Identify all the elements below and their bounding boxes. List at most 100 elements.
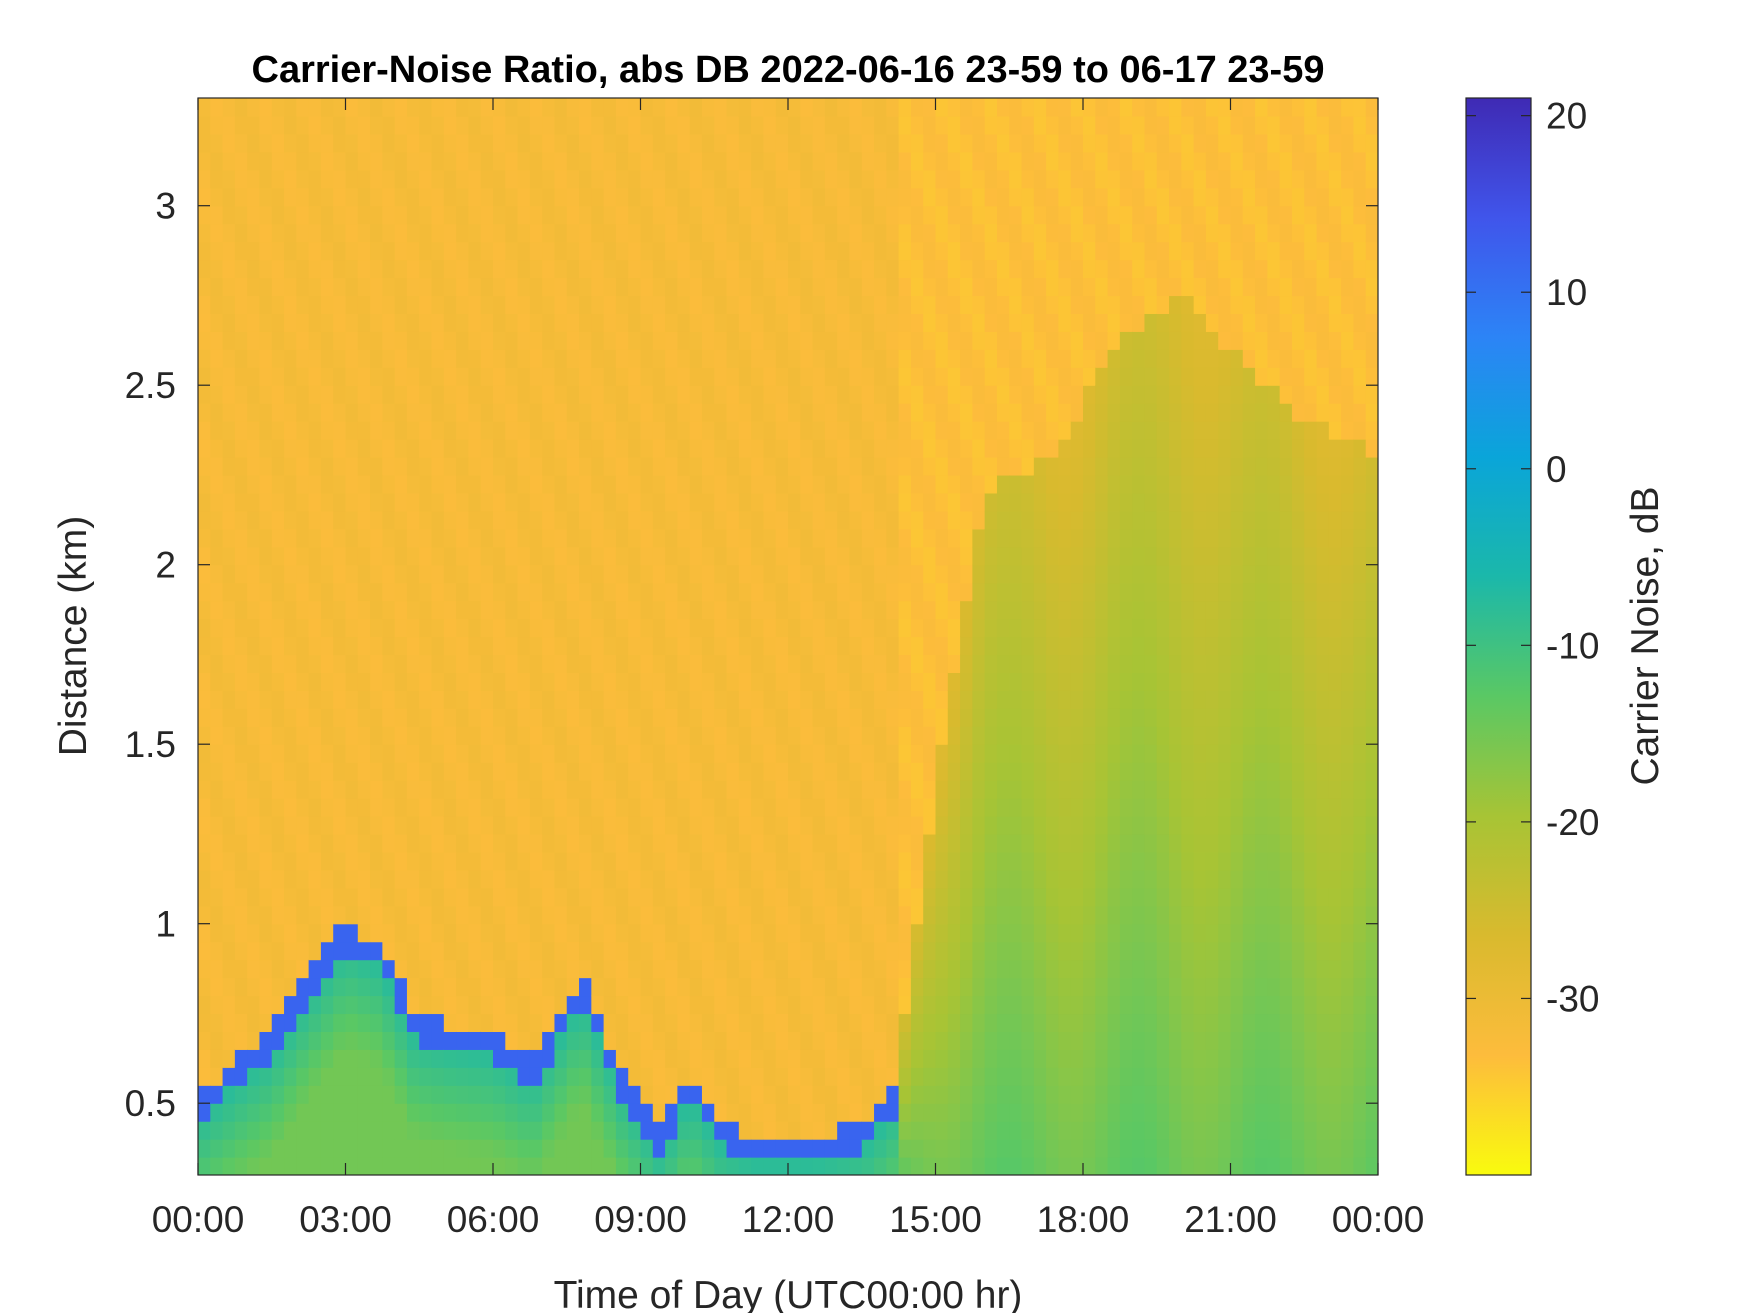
heatmap-cell bbox=[812, 1013, 826, 1032]
heatmap-cell bbox=[1156, 546, 1170, 566]
heatmap-cell bbox=[529, 385, 543, 404]
heatmap-cell bbox=[886, 636, 900, 656]
heatmap-cell bbox=[370, 259, 383, 279]
heatmap-cell bbox=[394, 672, 408, 691]
heatmap-cell bbox=[222, 241, 236, 261]
heatmap-cell bbox=[837, 205, 851, 225]
heatmap-cell bbox=[751, 923, 765, 943]
heatmap-cell bbox=[493, 798, 506, 817]
heatmap-cell bbox=[1058, 1139, 1072, 1158]
heatmap-cell bbox=[726, 1085, 740, 1104]
heatmap-cell bbox=[603, 385, 617, 404]
heatmap-cell bbox=[333, 1049, 347, 1068]
heatmap-cell bbox=[1119, 1067, 1133, 1086]
heatmap-cell bbox=[824, 816, 838, 835]
heatmap-cell bbox=[1009, 672, 1023, 691]
heatmap-cell bbox=[714, 1085, 728, 1104]
heatmap-cell bbox=[345, 115, 359, 135]
heatmap-cell bbox=[1119, 151, 1133, 171]
heatmap-cell bbox=[824, 995, 838, 1015]
heatmap-cell bbox=[788, 798, 801, 817]
heatmap-cell bbox=[947, 941, 961, 961]
heatmap-cell bbox=[456, 636, 470, 656]
heatmap-cell bbox=[406, 816, 420, 835]
heatmap-cell bbox=[1119, 510, 1133, 530]
heatmap-cell bbox=[308, 439, 322, 458]
heatmap-cell bbox=[775, 151, 789, 171]
heatmap-cell bbox=[234, 654, 248, 673]
heatmap-cell bbox=[259, 654, 273, 673]
heatmap-cell bbox=[1169, 169, 1182, 189]
heatmap-cell bbox=[480, 780, 494, 799]
heatmap-cell bbox=[923, 331, 937, 350]
heatmap-cell bbox=[677, 905, 691, 925]
heatmap-cell bbox=[431, 223, 445, 243]
heatmap-cell bbox=[1169, 923, 1182, 943]
heatmap-cell bbox=[1169, 1013, 1182, 1032]
heatmap-cell bbox=[284, 241, 297, 261]
heatmap-cell bbox=[996, 780, 1010, 799]
heatmap-cell bbox=[738, 1139, 752, 1158]
heatmap-cell bbox=[480, 762, 494, 781]
heatmap-cell bbox=[701, 690, 715, 709]
heatmap-cell bbox=[308, 762, 322, 781]
heatmap-cell bbox=[1132, 421, 1146, 440]
heatmap-cell bbox=[1181, 977, 1195, 997]
heatmap-cell bbox=[861, 367, 875, 386]
heatmap-cell bbox=[640, 1031, 654, 1050]
heatmap-cell bbox=[1058, 1013, 1072, 1032]
heatmap-cell bbox=[333, 923, 347, 943]
heatmap-cell bbox=[775, 672, 789, 691]
heatmap-cell bbox=[357, 636, 371, 656]
heatmap-cell bbox=[640, 528, 654, 548]
heatmap-cell bbox=[886, 887, 900, 907]
heatmap-cell bbox=[677, 1067, 691, 1086]
heatmap-cell bbox=[1009, 851, 1023, 871]
heatmap-cell bbox=[1193, 1121, 1207, 1140]
heatmap-cell bbox=[788, 510, 801, 530]
heatmap-cell bbox=[1083, 169, 1096, 189]
heatmap-cell bbox=[677, 941, 691, 961]
heatmap-cell bbox=[812, 977, 826, 997]
heatmap-cell bbox=[849, 528, 863, 548]
heatmap-cell bbox=[517, 977, 531, 997]
heatmap-cell bbox=[701, 780, 715, 799]
heatmap-cell bbox=[431, 277, 445, 297]
heatmap-cell bbox=[751, 241, 765, 261]
heatmap-cell bbox=[1205, 851, 1219, 871]
heatmap-cell bbox=[1218, 1013, 1232, 1032]
heatmap-cell bbox=[1169, 780, 1182, 799]
heatmap-cell bbox=[1009, 690, 1023, 709]
heatmap-cell bbox=[874, 869, 887, 889]
heatmap-cell bbox=[947, 1031, 961, 1050]
heatmap-cell bbox=[751, 708, 765, 727]
heatmap-cell bbox=[1083, 1049, 1096, 1068]
heatmap-cell bbox=[419, 923, 433, 943]
heatmap-cell bbox=[579, 1103, 592, 1122]
heatmap-cell bbox=[701, 313, 715, 332]
heatmap-cell bbox=[1046, 295, 1060, 314]
heatmap-cell bbox=[714, 546, 728, 566]
heatmap-cell bbox=[800, 367, 814, 386]
heatmap-cell bbox=[1033, 1031, 1047, 1050]
heatmap-cell bbox=[1107, 1085, 1121, 1104]
heatmap-cell bbox=[800, 187, 814, 207]
heatmap-cell bbox=[935, 816, 949, 835]
heatmap-cell bbox=[579, 851, 592, 871]
heatmap-cell bbox=[345, 1121, 359, 1140]
heatmap-cell bbox=[579, 564, 592, 584]
heatmap-cell bbox=[1169, 869, 1182, 889]
heatmap-cell bbox=[505, 1049, 519, 1068]
heatmap-cell bbox=[1021, 1085, 1035, 1104]
heatmap-cell bbox=[1181, 277, 1195, 297]
heatmap-cell bbox=[566, 385, 580, 404]
heatmap-cell bbox=[615, 905, 629, 925]
heatmap-cell bbox=[308, 780, 322, 799]
heatmap-cell bbox=[640, 241, 654, 261]
heatmap-cell bbox=[1033, 600, 1047, 620]
heatmap-cell bbox=[517, 349, 531, 368]
heatmap-cell bbox=[738, 600, 752, 620]
heatmap-cell bbox=[1119, 421, 1133, 440]
heatmap-cell bbox=[1046, 762, 1060, 781]
heatmap-cell bbox=[996, 1085, 1010, 1104]
